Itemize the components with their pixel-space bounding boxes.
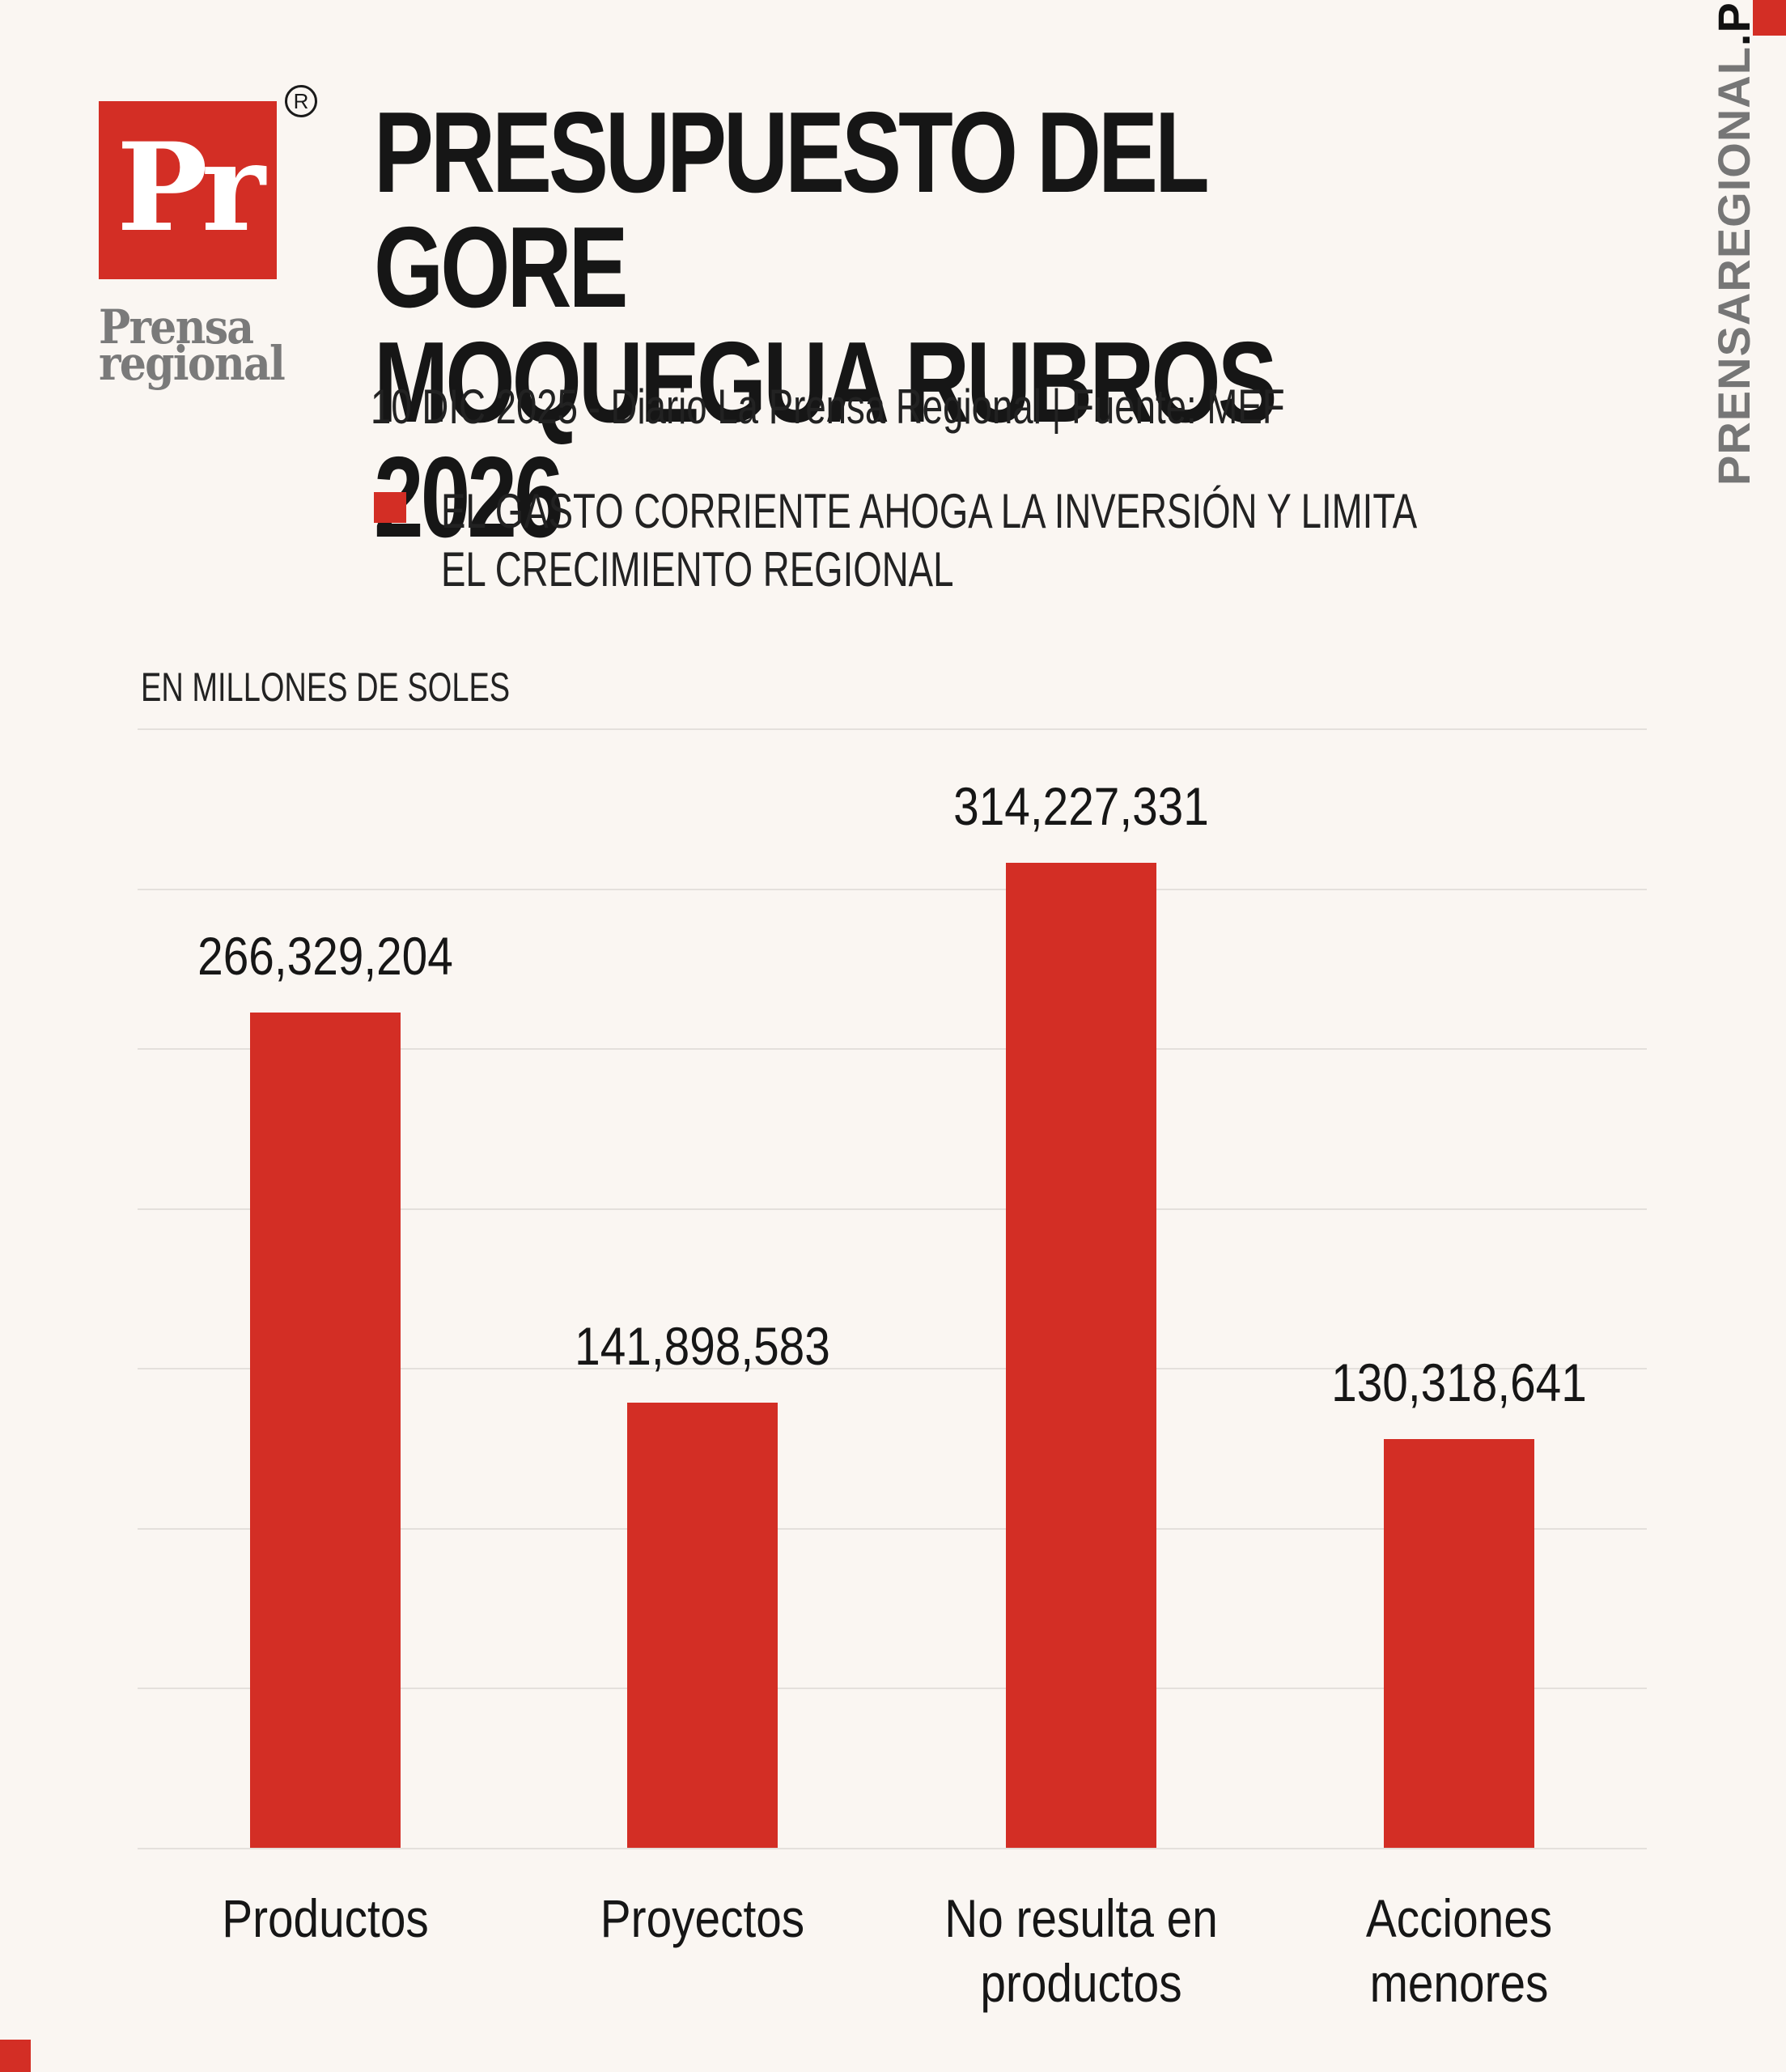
corner-accent-bottom-left [0,2040,31,2072]
category-label: Proyectos [600,1888,805,1948]
wordmark-line1: Prensa [99,299,254,355]
chart-subtitle: 10 DIC 2025 - Diario La Prensa Regional … [371,380,1285,434]
bar-value-label: 266,329,204 [197,926,453,987]
y-axis-unit-label: EN MILLONES DE SOLES [141,664,511,710]
gridline [138,1527,1647,1530]
brand-logo: Pr [99,101,277,279]
gridline [138,1368,1647,1370]
gridline [138,1048,1647,1051]
category-label: Acciones menores [1365,1888,1553,2013]
bar-1 [627,1403,778,1848]
bar-value-label: 314,227,331 [953,775,1209,836]
watermark-main: PRENSAREGIONAL [1708,46,1759,486]
category-label: No resulta en productos [944,1888,1218,2013]
corner-accent-top-right [1753,0,1786,36]
gridline [138,1848,1647,1849]
bar-value-label: 141,898,583 [575,1316,830,1377]
brand-wordmark: Prensa regional [99,299,286,392]
chart-title: PRESUPUESTO DEL GORE MOQUEGUA RUBROS 202… [374,96,1384,555]
gridline [138,1208,1647,1210]
bar-value-label: 130,318,641 [1331,1352,1587,1413]
category-label: Productos [222,1888,429,1948]
bar-3 [1384,1439,1534,1848]
bar-2 [1006,862,1156,1848]
wordmark-line2: regional [99,336,286,392]
gridline [138,1688,1647,1690]
plot-area [138,728,1647,1849]
registered-mark-icon: R [285,85,317,117]
gridline [138,888,1647,890]
title-line1: PRESUPUESTO DEL GORE [374,88,1208,332]
logo-letters: Pr [117,117,265,259]
bar-0 [250,1013,401,1848]
gridline [138,728,1647,730]
key-takeaway: EL GASTO CORRIENTE AHOGA LA INVERSIÓN Y … [441,484,1415,597]
bullet-square-icon [374,492,406,523]
site-watermark: PRENSAREGIONAL.PE [1708,0,1760,486]
title-line2: MOQUEGUA RUBROS 2026 [374,318,1278,562]
watermark-suffix: .PE [1708,0,1759,47]
